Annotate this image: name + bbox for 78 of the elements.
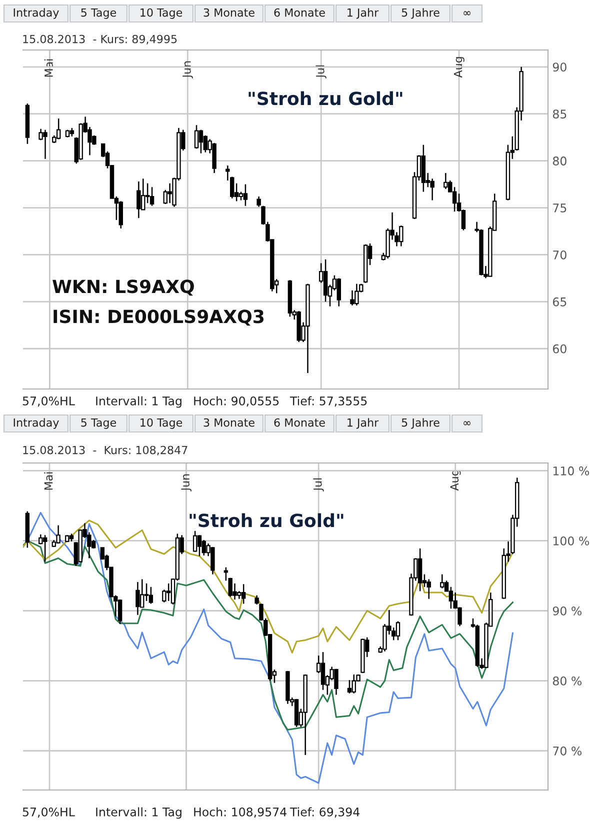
chart-title: 15.08.2013 - Kurs: 108,2847 bbox=[23, 446, 188, 456]
candlestick bbox=[56, 118, 61, 140]
candlestick bbox=[336, 278, 341, 307]
text: 5 Jahre bbox=[402, 418, 440, 429]
candlestick bbox=[396, 620, 400, 641]
text: 5 Jahre bbox=[402, 8, 440, 19]
candlestick bbox=[243, 184, 248, 207]
y-tick-label: 80 bbox=[552, 156, 566, 166]
candlestick bbox=[198, 129, 204, 154]
text: 10 Tage bbox=[140, 418, 182, 429]
y-tick-label: 110 % bbox=[553, 466, 590, 476]
y-tick-label: 70 bbox=[553, 250, 566, 260]
chart-title: 15.08.2013 - Kurs: 89,4995 bbox=[23, 34, 177, 44]
y-tick-label: 90 % bbox=[552, 606, 582, 616]
text: 1 Jahr bbox=[348, 418, 379, 429]
text: Hoch: 108,9574 bbox=[194, 807, 286, 818]
text: Intraday bbox=[14, 8, 59, 19]
text: 57,0%HL bbox=[22, 807, 75, 818]
y-tick-label: 65 bbox=[552, 297, 566, 306]
candlestick bbox=[56, 524, 60, 544]
annotation: "Stroh zu Gold" bbox=[190, 513, 344, 528]
x-tick-label: Mai bbox=[44, 59, 53, 77]
text: Intervall: 1 Tag bbox=[96, 807, 182, 819]
text: 5 Tage bbox=[81, 8, 116, 19]
x-tick-label: Jul bbox=[316, 65, 326, 78]
text: Tief: 57,3555 bbox=[290, 396, 367, 407]
text: Hoch: 90,0555 bbox=[194, 396, 279, 407]
candlestick bbox=[426, 578, 431, 600]
candlestick bbox=[166, 582, 171, 602]
candlestick bbox=[118, 200, 123, 230]
y-tick-label: 60 bbox=[552, 344, 566, 354]
text: Tief: 69,394 bbox=[290, 807, 360, 818]
annotation: "Stroh zu Gold" bbox=[248, 91, 402, 106]
candlestick bbox=[444, 172, 448, 190]
text: Intraday bbox=[14, 418, 59, 429]
text: Intervall: 1 Tag bbox=[96, 396, 182, 408]
candlestick bbox=[197, 534, 202, 557]
text: 6 Monate bbox=[274, 418, 325, 427]
y-tick-label: 75 bbox=[553, 204, 566, 212]
candlestick bbox=[136, 581, 140, 616]
y-tick-label: 90 bbox=[552, 62, 566, 72]
y-tick-label: 70 % bbox=[553, 746, 582, 756]
candlestick bbox=[440, 574, 444, 589]
text: ∞ bbox=[464, 11, 470, 16]
y-tick-label: 100 % bbox=[553, 536, 590, 546]
text: ∞ bbox=[464, 421, 470, 426]
text: 10 Tage bbox=[140, 8, 182, 19]
x-tick-label: Jun bbox=[181, 474, 192, 492]
y-tick-label: 85 bbox=[552, 110, 566, 119]
text: 3 Monate bbox=[204, 8, 254, 17]
x-tick-label: Mai bbox=[44, 472, 53, 490]
candlestick bbox=[323, 258, 328, 302]
text: 3 Monate bbox=[204, 418, 254, 427]
candlestick bbox=[42, 534, 48, 562]
text: 1 Jahr bbox=[348, 8, 379, 19]
candlestick bbox=[150, 186, 154, 207]
candlestick bbox=[224, 566, 228, 582]
text: 5 Tage bbox=[81, 418, 116, 429]
candlestick bbox=[136, 180, 141, 219]
x-tick-label: Aug bbox=[454, 57, 464, 78]
candlestick bbox=[347, 679, 352, 694]
candlestick bbox=[148, 586, 154, 604]
candlestick bbox=[418, 548, 422, 592]
y-tick-label: 80 % bbox=[552, 676, 582, 686]
text: 57,0%HL bbox=[22, 396, 75, 407]
candlestick bbox=[118, 598, 122, 625]
candlestick bbox=[452, 186, 457, 212]
x-tick-label: Jul bbox=[313, 478, 324, 492]
candlestick bbox=[320, 651, 326, 690]
annotation: ISIN: DE000LS9AXQ3 bbox=[54, 310, 264, 326]
text: 6 Monate bbox=[274, 8, 325, 17]
candlestick bbox=[448, 586, 454, 610]
line-series bbox=[23, 540, 514, 731]
x-tick-label: Jun bbox=[182, 61, 193, 78]
candlestick bbox=[194, 124, 199, 150]
candlestick bbox=[192, 530, 198, 553]
candlestick bbox=[241, 584, 246, 604]
annotation: WKN: LS9AXQ bbox=[52, 280, 194, 296]
